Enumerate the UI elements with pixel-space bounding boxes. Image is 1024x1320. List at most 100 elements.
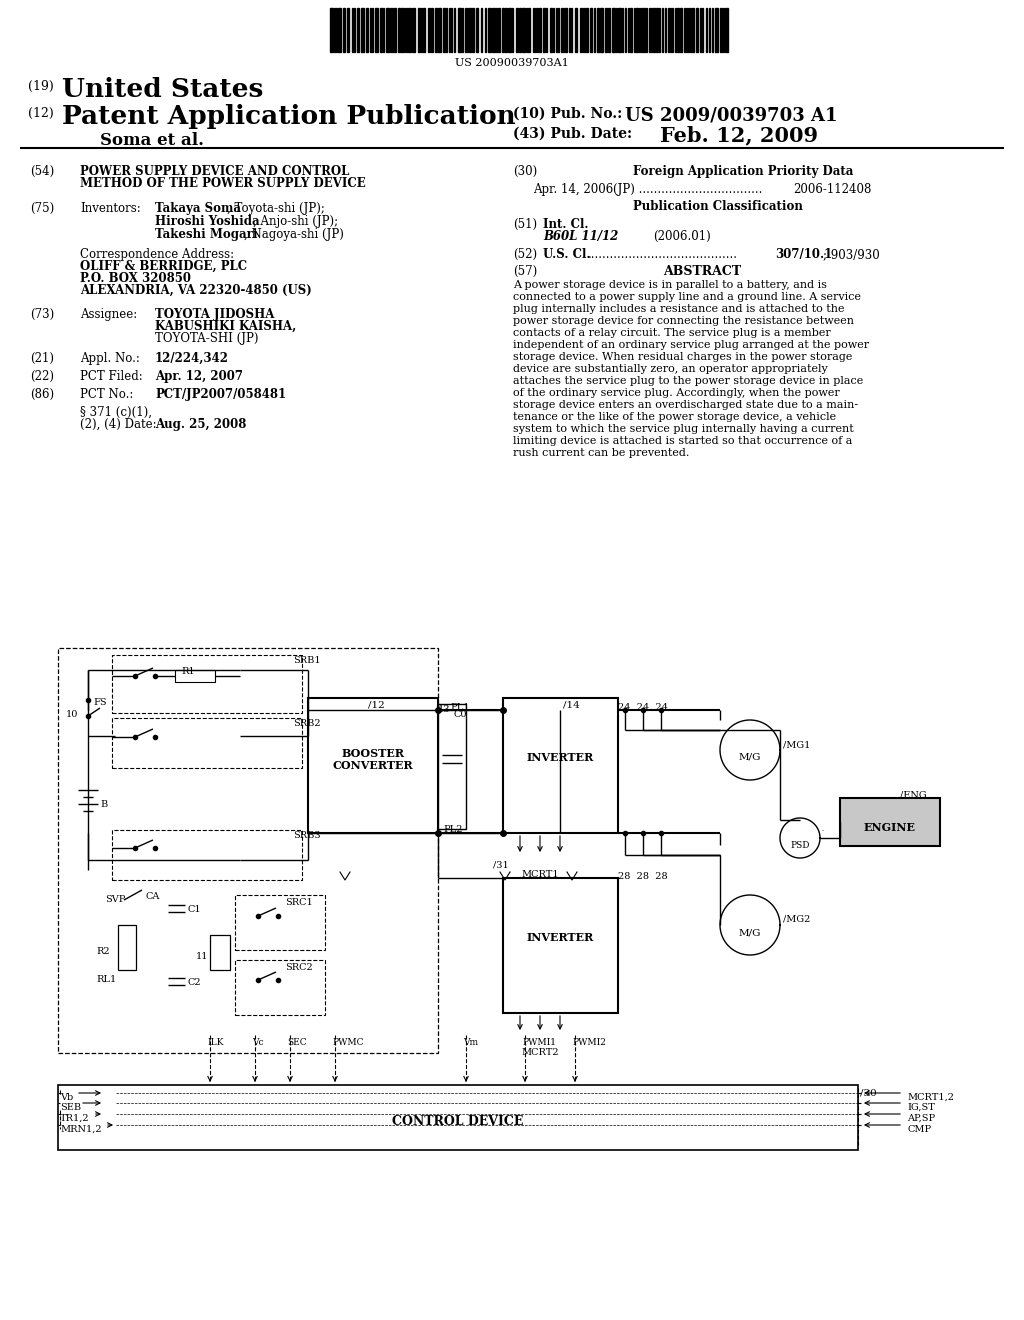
Bar bbox=[469, 8, 471, 51]
Bar bbox=[361, 8, 364, 51]
Text: ABSTRACT: ABSTRACT bbox=[663, 265, 741, 279]
Text: /30: /30 bbox=[860, 1088, 877, 1097]
Bar bbox=[386, 8, 389, 51]
Bar bbox=[435, 8, 437, 51]
Bar bbox=[58, 1085, 858, 1150]
Bar bbox=[696, 8, 698, 51]
Text: Takaya Soma: Takaya Soma bbox=[155, 202, 241, 215]
Bar bbox=[118, 925, 136, 970]
Bar bbox=[550, 8, 552, 51]
Text: 13: 13 bbox=[438, 705, 451, 714]
Text: PWMI2: PWMI2 bbox=[572, 1038, 606, 1047]
Text: of the ordinary service plug. Accordingly, when the power: of the ordinary service plug. Accordingl… bbox=[513, 388, 840, 399]
Text: Appl. No.:: Appl. No.: bbox=[80, 352, 140, 366]
Text: TR1,2: TR1,2 bbox=[60, 1114, 90, 1123]
Text: C2: C2 bbox=[188, 978, 202, 987]
Bar bbox=[398, 8, 400, 51]
Bar bbox=[630, 8, 632, 51]
Text: FS: FS bbox=[93, 698, 106, 708]
Text: ........................................: ........................................ bbox=[588, 248, 738, 261]
Text: PWMI1: PWMI1 bbox=[522, 1038, 556, 1047]
Bar bbox=[519, 8, 521, 51]
Bar bbox=[565, 8, 567, 51]
Text: (57): (57) bbox=[513, 265, 538, 279]
Text: M/G: M/G bbox=[738, 928, 761, 937]
Text: ENGINE: ENGINE bbox=[864, 822, 916, 833]
Text: SRB2: SRB2 bbox=[293, 719, 321, 729]
Text: attaches the service plug to the power storage device in place: attaches the service plug to the power s… bbox=[513, 376, 863, 385]
Text: Vc: Vc bbox=[252, 1038, 263, 1047]
Text: (JP) .................................: (JP) ................................. bbox=[613, 183, 763, 195]
Text: (22): (22) bbox=[30, 370, 54, 383]
Text: M/G: M/G bbox=[738, 752, 761, 762]
Text: limiting device is attached is started so that occurrence of a: limiting device is attached is started s… bbox=[513, 436, 852, 446]
Bar bbox=[357, 8, 359, 51]
Bar bbox=[476, 8, 478, 51]
Text: power storage device for connecting the resistance between: power storage device for connecting the … bbox=[513, 315, 854, 326]
Text: Vm: Vm bbox=[463, 1038, 478, 1047]
Text: RL1: RL1 bbox=[96, 975, 117, 983]
Bar bbox=[522, 8, 525, 51]
Bar bbox=[234, 895, 325, 950]
Bar bbox=[401, 8, 403, 51]
Bar bbox=[600, 8, 603, 51]
Text: , Toyota-shi (JP);: , Toyota-shi (JP); bbox=[227, 202, 325, 215]
Text: PCT Filed:: PCT Filed: bbox=[80, 370, 142, 383]
Bar bbox=[380, 8, 382, 51]
Text: system to which the service plug internally having a current: system to which the service plug interna… bbox=[513, 424, 854, 434]
Text: (52): (52) bbox=[513, 248, 538, 261]
Text: A power storage device is in parallel to a battery, and is: A power storage device is in parallel to… bbox=[513, 280, 827, 290]
Text: MCRT1,2: MCRT1,2 bbox=[907, 1093, 954, 1102]
Text: § 371 (c)(1),: § 371 (c)(1), bbox=[80, 407, 152, 418]
Text: CA: CA bbox=[145, 892, 160, 902]
Bar bbox=[528, 8, 530, 51]
Text: PSD: PSD bbox=[791, 841, 810, 850]
Text: 2006-112408: 2006-112408 bbox=[793, 183, 871, 195]
Bar bbox=[175, 671, 215, 682]
Bar bbox=[680, 8, 682, 51]
Text: (86): (86) bbox=[30, 388, 54, 401]
Bar bbox=[112, 655, 302, 713]
Text: /14: /14 bbox=[563, 700, 580, 709]
Text: KABUSHIKI KAISHA,: KABUSHIKI KAISHA, bbox=[155, 319, 296, 333]
Bar bbox=[502, 8, 504, 51]
Text: (75): (75) bbox=[30, 202, 54, 215]
Bar bbox=[715, 8, 718, 51]
Text: INVERTER: INVERTER bbox=[526, 752, 594, 763]
Text: SRB1: SRB1 bbox=[293, 656, 321, 665]
Text: US 2009/0039703 A1: US 2009/0039703 A1 bbox=[625, 107, 838, 125]
Bar bbox=[653, 8, 655, 51]
Text: CMP: CMP bbox=[907, 1125, 931, 1134]
Bar bbox=[656, 8, 658, 51]
Text: /MG2: /MG2 bbox=[783, 915, 810, 924]
Text: ALEXANDRIA, VA 22320-4850 (US): ALEXANDRIA, VA 22320-4850 (US) bbox=[80, 284, 311, 297]
Bar bbox=[539, 8, 541, 51]
Text: SRC2: SRC2 bbox=[285, 964, 312, 972]
Text: METHOD OF THE POWER SUPPLY DEVICE: METHOD OF THE POWER SUPPLY DEVICE bbox=[80, 177, 366, 190]
Text: (54): (54) bbox=[30, 165, 54, 178]
Text: PCT/JP2007/058481: PCT/JP2007/058481 bbox=[155, 388, 286, 401]
Text: storage device enters an overdischarged state due to a main-: storage device enters an overdischarged … bbox=[513, 400, 858, 411]
Bar bbox=[394, 8, 396, 51]
Text: /12: /12 bbox=[368, 700, 385, 709]
Text: (21): (21) bbox=[30, 352, 54, 366]
Text: IG,ST: IG,ST bbox=[907, 1104, 935, 1111]
Bar bbox=[608, 8, 610, 51]
Text: /MG1: /MG1 bbox=[783, 741, 810, 748]
Text: AP,SP: AP,SP bbox=[907, 1114, 935, 1123]
Text: connected to a power supply line and a ground line. A service: connected to a power supply line and a g… bbox=[513, 292, 861, 302]
Text: PCT No.:: PCT No.: bbox=[80, 388, 133, 401]
Text: SEB: SEB bbox=[60, 1104, 81, 1111]
Text: Apr. 14, 2006: Apr. 14, 2006 bbox=[534, 183, 613, 195]
Text: 10: 10 bbox=[66, 710, 79, 719]
Bar bbox=[112, 830, 302, 880]
Bar bbox=[508, 8, 511, 51]
Text: Aug. 25, 2008: Aug. 25, 2008 bbox=[155, 418, 247, 432]
Text: CONVERTER: CONVERTER bbox=[333, 760, 414, 771]
Text: /31: /31 bbox=[493, 861, 509, 869]
Text: SRB3: SRB3 bbox=[293, 832, 321, 840]
Text: MCRT1: MCRT1 bbox=[521, 870, 559, 879]
Bar bbox=[58, 648, 438, 1053]
Text: (51): (51) bbox=[513, 218, 538, 231]
Text: independent of an ordinary service plug arranged at the power: independent of an ordinary service plug … bbox=[513, 341, 869, 350]
